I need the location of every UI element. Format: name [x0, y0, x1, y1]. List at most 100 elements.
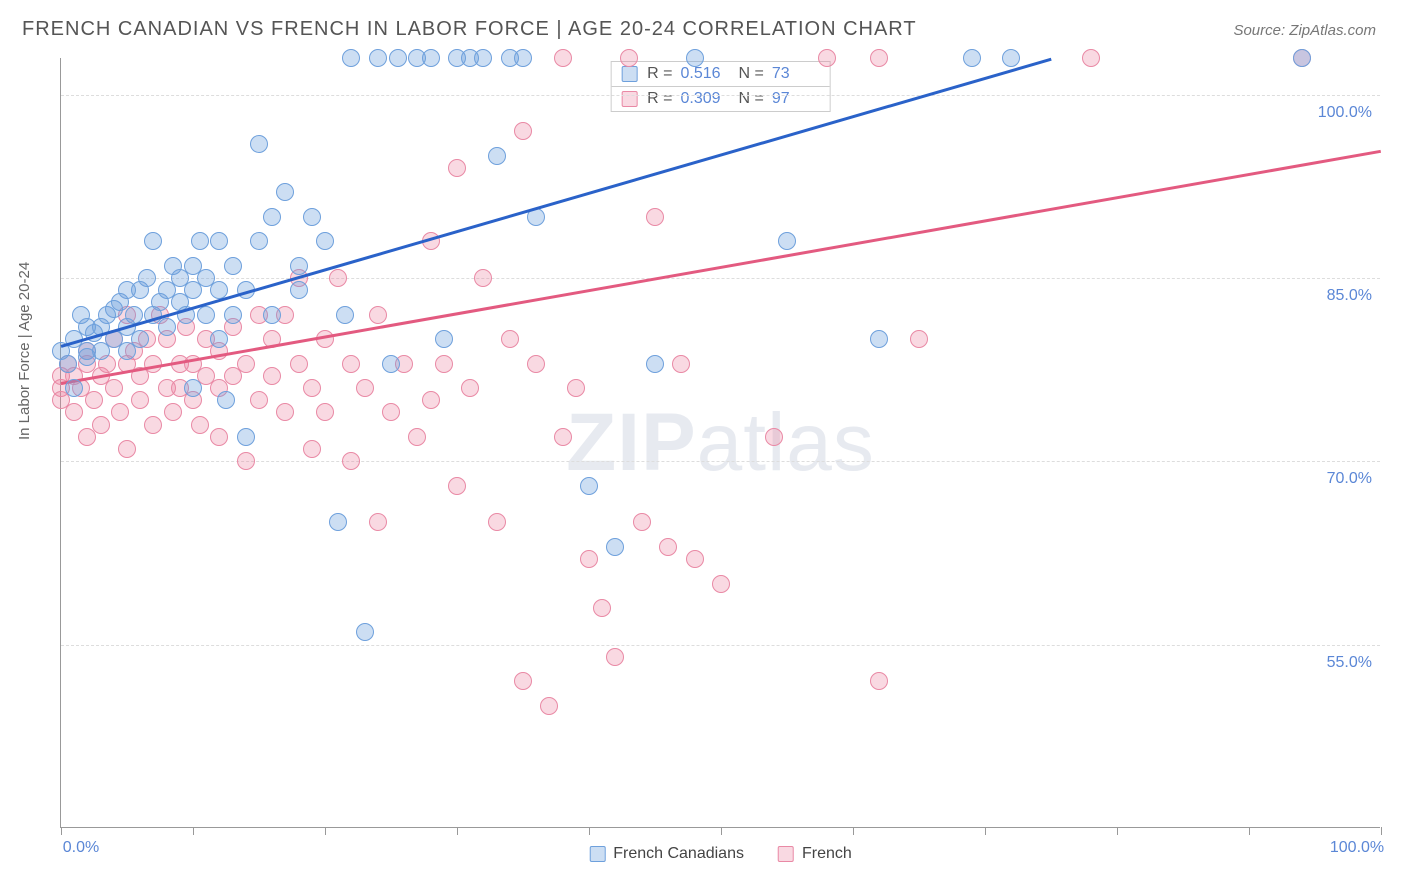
- data-point-french: [870, 672, 888, 690]
- data-point-french-canadians: [263, 208, 281, 226]
- data-point-french: [870, 49, 888, 67]
- y-tick-label: 85.0%: [1327, 287, 1372, 305]
- data-point-french: [514, 672, 532, 690]
- data-point-french: [250, 391, 268, 409]
- data-point-french-canadians: [197, 306, 215, 324]
- data-point-french: [382, 403, 400, 421]
- trend-line-french-canadians: [61, 58, 1052, 348]
- data-point-french: [237, 452, 255, 470]
- data-point-french: [118, 440, 136, 458]
- swatch-french: [621, 91, 637, 107]
- data-point-french-canadians: [514, 49, 532, 67]
- data-point-french-canadians: [329, 513, 347, 531]
- y-tick-label: 100.0%: [1318, 104, 1372, 122]
- gridline: [61, 461, 1380, 462]
- data-point-french: [686, 550, 704, 568]
- data-point-french: [448, 159, 466, 177]
- data-point-french: [92, 416, 110, 434]
- trend-line-french: [61, 150, 1381, 385]
- x-tick: [457, 827, 458, 835]
- r-value-fc: 0.516: [681, 65, 729, 83]
- watermark: ZIPatlas: [566, 396, 875, 490]
- data-point-french-canadians: [217, 391, 235, 409]
- data-point-french: [191, 416, 209, 434]
- data-point-french-canadians: [686, 49, 704, 67]
- data-point-french: [342, 355, 360, 373]
- data-point-french: [329, 269, 347, 287]
- data-point-french-canadians: [224, 257, 242, 275]
- gridline: [61, 95, 1380, 96]
- data-point-french-canadians: [356, 623, 374, 641]
- n-value-fc: 73: [772, 65, 820, 83]
- y-tick-label: 70.0%: [1327, 470, 1372, 488]
- data-point-french-canadians: [382, 355, 400, 373]
- legend-item-french: French: [778, 845, 852, 863]
- data-point-french-canadians: [336, 306, 354, 324]
- gridline: [61, 645, 1380, 646]
- data-point-french: [448, 477, 466, 495]
- data-point-french: [369, 513, 387, 531]
- data-point-french: [659, 538, 677, 556]
- r-value-fr: 0.309: [681, 90, 729, 108]
- data-point-french: [514, 122, 532, 140]
- data-point-french: [712, 575, 730, 593]
- data-point-french: [85, 391, 103, 409]
- data-point-french-canadians: [158, 318, 176, 336]
- data-point-french-canadians: [422, 49, 440, 67]
- data-point-french: [646, 208, 664, 226]
- data-point-french: [567, 379, 585, 397]
- data-point-french: [435, 355, 453, 373]
- data-point-french-canadians: [184, 379, 202, 397]
- x-tick: [589, 827, 590, 835]
- gridline: [61, 278, 1380, 279]
- scatter-plot-area: ZIPatlas R = 0.516 N = 73 R = 0.309 N = …: [60, 58, 1380, 828]
- data-point-french-canadians: [389, 49, 407, 67]
- data-point-french: [580, 550, 598, 568]
- data-point-french: [554, 49, 572, 67]
- data-point-french: [316, 403, 334, 421]
- x-tick: [853, 827, 854, 835]
- data-point-french: [356, 379, 374, 397]
- x-tick: [61, 827, 62, 835]
- legend-row-french: R = 0.309 N = 97: [611, 87, 830, 111]
- data-point-french: [554, 428, 572, 446]
- data-point-french: [105, 379, 123, 397]
- data-point-french: [237, 355, 255, 373]
- x-tick: [325, 827, 326, 835]
- data-point-french-canadians: [580, 477, 598, 495]
- data-point-french-canadians: [1293, 49, 1311, 67]
- data-point-french-canadians: [191, 232, 209, 250]
- data-point-french: [910, 330, 928, 348]
- data-point-french: [593, 599, 611, 617]
- data-point-french: [606, 648, 624, 666]
- x-tick-label: 0.0%: [63, 839, 99, 857]
- legend-item-french-canadians: French Canadians: [589, 845, 744, 863]
- data-point-french: [303, 440, 321, 458]
- data-point-french: [818, 49, 836, 67]
- data-point-french-canadians: [963, 49, 981, 67]
- legend-swatch-fr: [778, 846, 794, 862]
- x-tick: [193, 827, 194, 835]
- chart-title: FRENCH CANADIAN VS FRENCH IN LABOR FORCE…: [22, 18, 917, 41]
- data-point-french-canadians: [342, 49, 360, 67]
- data-point-french: [633, 513, 651, 531]
- data-point-french: [461, 379, 479, 397]
- data-point-french-canadians: [237, 428, 255, 446]
- data-point-french: [501, 330, 519, 348]
- data-point-french-canadians: [778, 232, 796, 250]
- data-point-french: [164, 403, 182, 421]
- data-point-french: [290, 355, 308, 373]
- legend-swatch-fc: [589, 846, 605, 862]
- x-tick: [1249, 827, 1250, 835]
- data-point-french-canadians: [276, 183, 294, 201]
- data-point-french: [342, 452, 360, 470]
- data-point-french-canadians: [646, 355, 664, 373]
- data-point-french: [527, 355, 545, 373]
- data-point-french-canadians: [210, 232, 228, 250]
- data-point-french-canadians: [65, 379, 83, 397]
- data-point-french-canadians: [606, 538, 624, 556]
- data-point-french-canadians: [210, 330, 228, 348]
- data-point-french: [408, 428, 426, 446]
- correlation-legend: R = 0.516 N = 73 R = 0.309 N = 97: [610, 61, 831, 112]
- data-point-french: [144, 416, 162, 434]
